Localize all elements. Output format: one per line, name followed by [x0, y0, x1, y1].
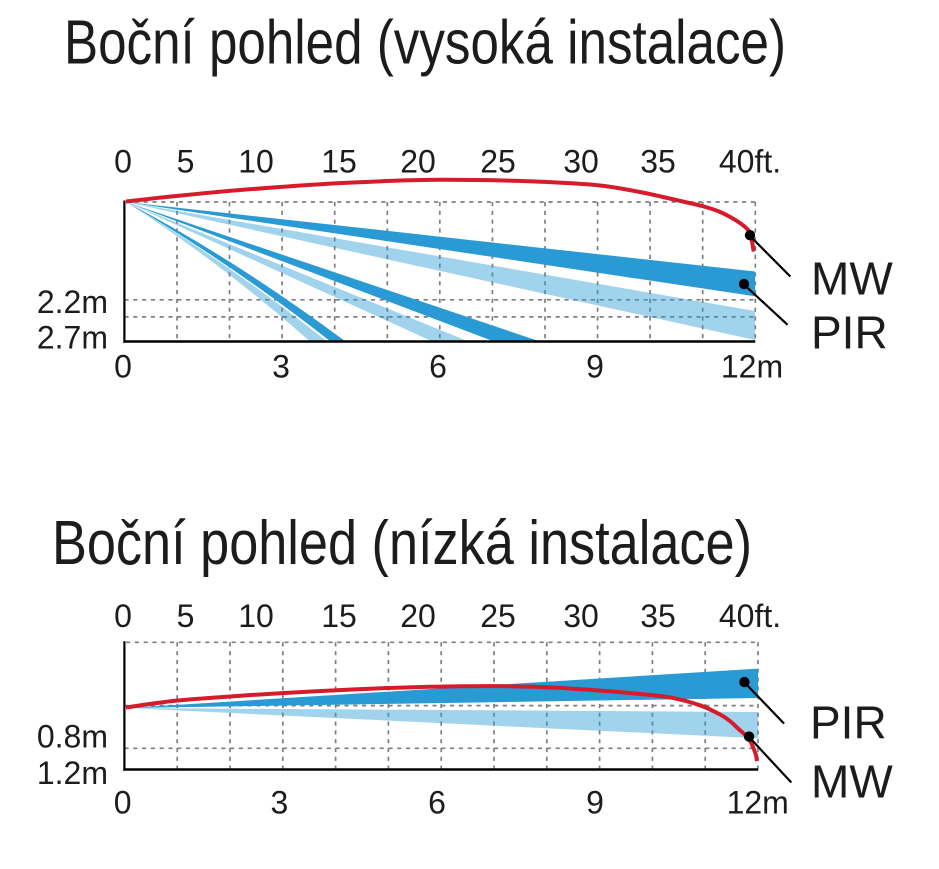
svg-text:30: 30 [563, 598, 599, 634]
svg-text:PIR: PIR [811, 306, 888, 358]
svg-text:1.2m: 1.2m [37, 755, 108, 791]
svg-text:10: 10 [238, 143, 274, 179]
svg-text:12m: 12m [727, 784, 789, 820]
svg-text:40ft.: 40ft. [719, 598, 781, 634]
svg-text:40ft.: 40ft. [719, 143, 781, 179]
svg-text:35: 35 [640, 143, 676, 179]
svg-text:35: 35 [640, 598, 676, 634]
svg-text:20: 20 [400, 598, 436, 634]
svg-text:30: 30 [563, 143, 599, 179]
svg-text:MW: MW [811, 755, 893, 807]
svg-text:2.2m: 2.2m [37, 284, 108, 320]
svg-text:0.8m: 0.8m [37, 718, 108, 754]
svg-text:5: 5 [177, 143, 195, 179]
svg-text:6: 6 [429, 349, 447, 385]
svg-text:Boční pohled (nízká instalace): Boční pohled (nízká instalace) [52, 509, 752, 578]
svg-text:0: 0 [114, 143, 132, 179]
svg-text:0: 0 [114, 784, 132, 820]
svg-text:9: 9 [586, 784, 604, 820]
svg-text:12m: 12m [721, 349, 783, 385]
svg-text:2.7m: 2.7m [37, 320, 108, 356]
svg-text:3: 3 [271, 784, 289, 820]
svg-text:25: 25 [480, 598, 516, 634]
svg-text:9: 9 [586, 349, 604, 385]
svg-text:6: 6 [428, 784, 446, 820]
svg-text:15: 15 [321, 143, 357, 179]
svg-text:20: 20 [400, 143, 436, 179]
svg-text:25: 25 [480, 143, 516, 179]
svg-text:3: 3 [272, 349, 290, 385]
svg-text:PIR: PIR [810, 697, 887, 749]
svg-text:MW: MW [811, 253, 893, 305]
svg-text:Boční pohled (vysoká instalace: Boční pohled (vysoká instalace) [64, 9, 786, 78]
svg-text:5: 5 [177, 598, 195, 634]
svg-text:15: 15 [321, 598, 357, 634]
svg-text:10: 10 [238, 598, 274, 634]
svg-text:0: 0 [114, 598, 132, 634]
svg-text:0: 0 [114, 349, 132, 385]
